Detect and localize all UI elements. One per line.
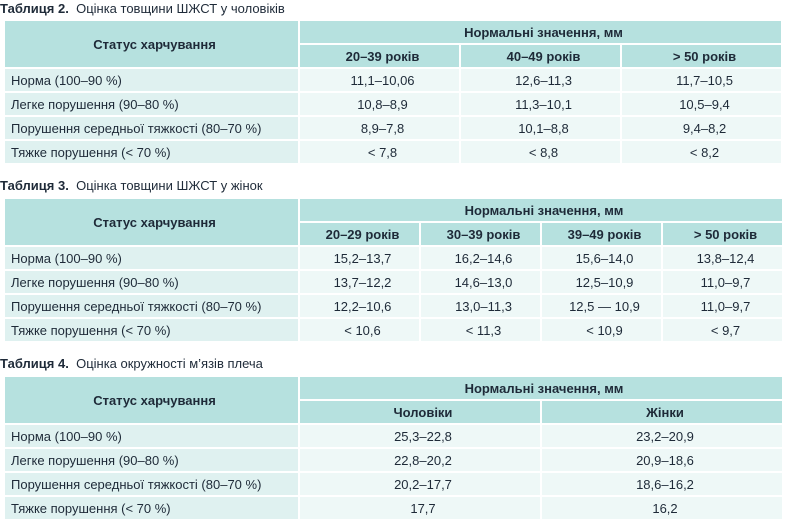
table-cell: 14,6–13,0	[421, 271, 540, 293]
column-header: Чоловіки	[300, 401, 540, 423]
row-label: Легке порушення (90–80 %)	[5, 449, 298, 471]
table-cell: 16,2	[542, 497, 782, 519]
row-label: Тяжке порушення (< 70 %)	[5, 497, 298, 519]
table-2-caption: Таблиця 2. Оцінка товщини ШЖСТ у чоловік…	[0, 1, 285, 17]
table-cell: 18,6–16,2	[542, 473, 782, 495]
status-header: Статус харчування	[5, 377, 298, 423]
column-header: 30–39 років	[421, 223, 540, 245]
table-cell: 12,5 — 10,9	[542, 295, 661, 317]
row-label: Норма (100–90 %)	[5, 425, 298, 447]
table-cell: 15,6–14,0	[542, 247, 661, 269]
table-cell: 20,2–17,7	[300, 473, 540, 495]
status-header: Статус харчування	[5, 199, 298, 245]
table-4-title: Оцінка окружності м’язів плеча	[76, 356, 263, 371]
table-row: Тяжке порушення (< 70 %) < 10,6 < 11,3 <…	[5, 319, 782, 341]
column-header: 39–49 років	[542, 223, 661, 245]
group-header: Нормальні значення, мм	[300, 199, 782, 221]
table-cell: 13,8–12,4	[663, 247, 782, 269]
table-cell: 13,7–12,2	[300, 271, 419, 293]
column-header: 20–29 років	[300, 223, 419, 245]
table-4-label: Таблиця 4.	[0, 356, 69, 371]
column-header: Жінки	[542, 401, 782, 423]
table-cell: 11,0–9,7	[663, 295, 782, 317]
table-cell: 17,7	[300, 497, 540, 519]
table-cell: 15,2–13,7	[300, 247, 419, 269]
table-row: Порушення середньої тяжкості (80–70 %) 1…	[5, 295, 782, 317]
table-cell: 13,0–11,3	[421, 295, 540, 317]
table-row: Порушення середньої тяжкості (80–70 %) 8…	[5, 117, 781, 139]
table-cell: 20,9–18,6	[542, 449, 782, 471]
table-cell: < 9,7	[663, 319, 782, 341]
column-header: 40–49 років	[461, 45, 620, 67]
row-label: Порушення середньої тяжкості (80–70 %)	[5, 117, 298, 139]
column-header: 20–39 років	[300, 45, 459, 67]
table-cell: < 8,8	[461, 141, 620, 163]
table-row: Тяжке порушення (< 70 %) < 7,8 < 8,8 < 8…	[5, 141, 781, 163]
table-cell: 25,3–22,8	[300, 425, 540, 447]
table-cell: < 8,2	[622, 141, 781, 163]
table-3-label: Таблиця 3.	[0, 178, 69, 193]
column-header: > 50 років	[622, 45, 781, 67]
table-cell: 23,2–20,9	[542, 425, 782, 447]
row-label: Легке порушення (90–80 %)	[5, 271, 298, 293]
table-cell: 22,8–20,2	[300, 449, 540, 471]
table-cell: 10,8–8,9	[300, 93, 459, 115]
table-row: Норма (100–90 %) 25,3–22,8 23,2–20,9	[5, 425, 782, 447]
table-cell: < 10,9	[542, 319, 661, 341]
table-cell: < 10,6	[300, 319, 419, 341]
status-header: Статус харчування	[5, 21, 298, 67]
table-3-caption: Таблиця 3. Оцінка товщини ШЖСТ у жінок	[0, 178, 263, 194]
table-4: Статус харчування Нормальні значення, мм…	[3, 375, 784, 521]
table-cell: 12,5–10,9	[542, 271, 661, 293]
table-cell: 9,4–8,2	[622, 117, 781, 139]
table-2-label: Таблиця 2.	[0, 1, 69, 16]
table-cell: 12,2–10,6	[300, 295, 419, 317]
table-cell: < 7,8	[300, 141, 459, 163]
row-label: Тяжке порушення (< 70 %)	[5, 141, 298, 163]
table-row: Легке порушення (90–80 %) 22,8–20,2 20,9…	[5, 449, 782, 471]
row-label: Норма (100–90 %)	[5, 247, 298, 269]
table-2: Статус харчування Нормальні значення, мм…	[3, 19, 783, 165]
table-row: Порушення середньої тяжкості (80–70 %) 2…	[5, 473, 782, 495]
table-cell: 10,1–8,8	[461, 117, 620, 139]
group-header: Нормальні значення, мм	[300, 21, 781, 43]
column-header: > 50 років	[663, 223, 782, 245]
row-label: Порушення середньої тяжкості (80–70 %)	[5, 473, 298, 495]
table-cell: 11,1–10,06	[300, 69, 459, 91]
row-label: Тяжке порушення (< 70 %)	[5, 319, 298, 341]
table-cell: 11,3–10,1	[461, 93, 620, 115]
row-label: Порушення середньої тяжкості (80–70 %)	[5, 295, 298, 317]
group-header: Нормальні значення, мм	[300, 377, 782, 399]
table-row: Легке порушення (90–80 %) 13,7–12,2 14,6…	[5, 271, 782, 293]
table-row: Легке порушення (90–80 %) 10,8–8,9 11,3–…	[5, 93, 781, 115]
table-3: Статус харчування Нормальні значення, мм…	[3, 197, 784, 343]
row-label: Легке порушення (90–80 %)	[5, 93, 298, 115]
table-cell: 12,6–11,3	[461, 69, 620, 91]
table-2-title: Оцінка товщини ШЖСТ у чоловіків	[76, 1, 285, 16]
table-row: Норма (100–90 %) 11,1–10,06 12,6–11,3 11…	[5, 69, 781, 91]
table-cell: < 11,3	[421, 319, 540, 341]
table-row: Норма (100–90 %) 15,2–13,7 16,2–14,6 15,…	[5, 247, 782, 269]
table-3-title: Оцінка товщини ШЖСТ у жінок	[76, 178, 263, 193]
table-cell: 10,5–9,4	[622, 93, 781, 115]
table-cell: 8,9–7,8	[300, 117, 459, 139]
table-cell: 16,2–14,6	[421, 247, 540, 269]
table-4-caption: Таблиця 4. Оцінка окружності м’язів плеч…	[0, 356, 263, 372]
table-cell: 11,0–9,7	[663, 271, 782, 293]
table-row: Тяжке порушення (< 70 %) 17,7 16,2	[5, 497, 782, 519]
row-label: Норма (100–90 %)	[5, 69, 298, 91]
table-cell: 11,7–10,5	[622, 69, 781, 91]
